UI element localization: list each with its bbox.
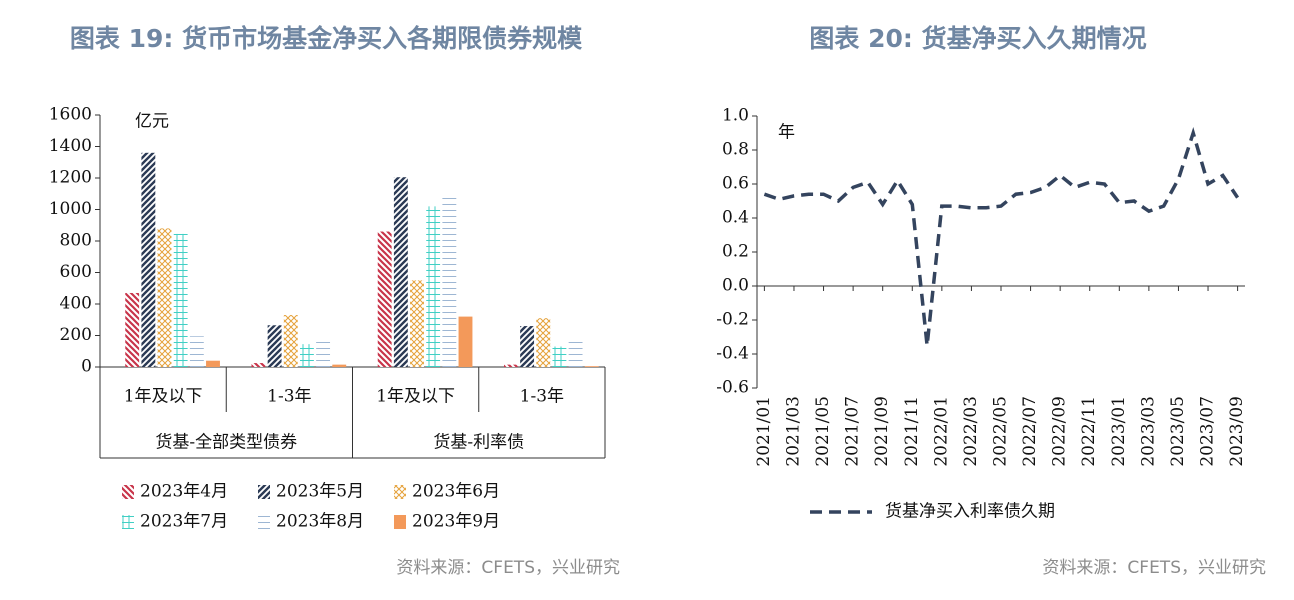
y-tick-label: 0.0 xyxy=(722,276,749,296)
bar xyxy=(552,346,567,367)
bar xyxy=(442,193,457,367)
bar xyxy=(283,315,298,367)
source: 资料来源：CFETS，兴业研究 xyxy=(1042,558,1266,578)
line-series xyxy=(763,127,1240,346)
bar xyxy=(536,318,551,367)
x-tick-label: 2023/07 xyxy=(1198,396,1218,467)
group-label: 货基-全部类型债券 xyxy=(155,433,297,453)
y-tick-label: 0 xyxy=(81,357,92,377)
legend-label: 2023年8月 xyxy=(276,512,364,532)
x-tick-label: 1-3年 xyxy=(520,387,564,407)
bar xyxy=(173,233,188,367)
x-tick-label: 2023/03 xyxy=(1138,396,1158,467)
x-tick-label: 2021/01 xyxy=(754,396,774,467)
bar xyxy=(157,228,172,367)
y-tick-label: 1600 xyxy=(49,105,92,125)
y-tick-label: 1400 xyxy=(49,136,92,156)
x-tick-label: 2022/11 xyxy=(1079,396,1099,467)
legend-label: 2023年7月 xyxy=(140,512,228,532)
legend-swatch xyxy=(258,515,270,529)
y-tick-label: 0.4 xyxy=(722,208,749,228)
bar xyxy=(141,152,156,367)
x-tick-label: 1年及以下 xyxy=(376,387,455,407)
x-tick-label: 2023/01 xyxy=(1109,396,1129,467)
bar xyxy=(267,325,282,367)
y-tick-label: -0.6 xyxy=(716,378,749,398)
chart-title: 图表 19: 货币市场基金净买入各期限债券规模 xyxy=(70,24,583,53)
x-tick-label: 2021/07 xyxy=(843,396,863,467)
bar xyxy=(125,292,140,367)
x-tick-label: 2022/01 xyxy=(931,396,951,467)
y-tick-label: -0.4 xyxy=(716,344,749,364)
x-tick-label: 2022/07 xyxy=(1020,396,1040,467)
bar xyxy=(189,336,204,367)
bar xyxy=(316,339,331,367)
legend-swatch xyxy=(258,485,270,499)
y-tick-label: 0.2 xyxy=(722,242,749,262)
x-tick-label: 1年及以下 xyxy=(124,387,203,407)
y-tick-label: 0.8 xyxy=(722,140,749,160)
x-tick-label: 1-3年 xyxy=(267,387,311,407)
bar xyxy=(426,206,441,367)
unit-label: 亿元 xyxy=(135,112,169,132)
bar xyxy=(251,363,266,367)
y-tick-label: 1.0 xyxy=(722,106,749,126)
source: 资料来源：CFETS，兴业研究 xyxy=(396,558,620,578)
x-tick-label: 2022/05 xyxy=(991,396,1011,467)
bar xyxy=(584,366,599,367)
bar xyxy=(504,364,518,367)
x-tick-label: 2021/09 xyxy=(872,396,892,467)
group-label: 货基-利率债 xyxy=(433,433,524,453)
bar xyxy=(568,340,583,367)
bar xyxy=(332,364,347,367)
legend-label: 货基净买入利率债久期 xyxy=(885,502,1055,522)
y-tick-label: 1200 xyxy=(49,168,92,188)
bar xyxy=(458,316,473,367)
legend-label: 2023年4月 xyxy=(140,482,228,502)
legend-swatch xyxy=(122,485,134,499)
x-tick-label: 2023/05 xyxy=(1168,396,1188,467)
legend-swatch xyxy=(394,515,406,529)
y-tick-label: 1000 xyxy=(49,199,92,219)
bar xyxy=(393,177,408,367)
x-tick-label: 2021/05 xyxy=(813,396,833,467)
unit-label: 年 xyxy=(778,123,795,143)
legend-label: 2023年6月 xyxy=(412,482,500,502)
x-tick-label: 2022/09 xyxy=(1050,396,1070,467)
legend-swatch xyxy=(394,485,406,499)
x-tick-label: 2022/03 xyxy=(961,396,981,467)
x-tick-label: 2021/03 xyxy=(783,396,803,467)
y-tick-label: 0.6 xyxy=(722,174,749,194)
x-tick-label: 2021/11 xyxy=(902,396,922,467)
y-tick-label: 800 xyxy=(60,231,92,251)
bar xyxy=(520,326,535,367)
y-tick-label: 600 xyxy=(60,262,92,282)
legend-label: 2023年9月 xyxy=(412,512,500,532)
y-tick-label: -0.2 xyxy=(716,310,749,330)
bar xyxy=(410,280,424,367)
x-tick-label: 2023/09 xyxy=(1227,396,1247,467)
bar xyxy=(377,231,392,367)
bar xyxy=(299,344,314,367)
y-tick-label: 200 xyxy=(60,325,92,345)
chart-title: 图表 20: 货基净买入久期情况 xyxy=(809,24,1146,53)
y-tick-label: 400 xyxy=(60,294,92,314)
legend-swatch xyxy=(122,515,134,529)
legend-label: 2023年5月 xyxy=(276,482,364,502)
bar xyxy=(206,360,220,367)
